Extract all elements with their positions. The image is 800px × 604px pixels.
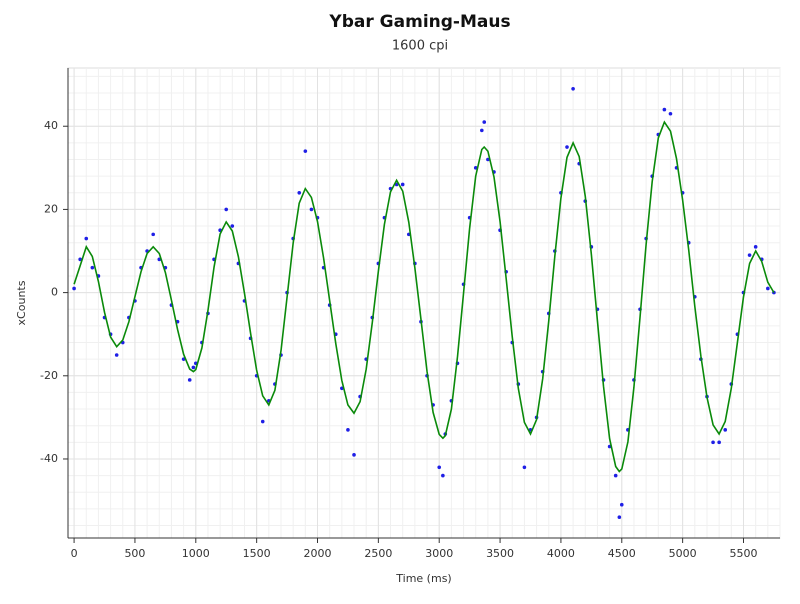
point xyxy=(766,286,770,291)
point xyxy=(72,286,76,291)
point xyxy=(482,120,487,124)
point xyxy=(437,465,442,470)
point xyxy=(90,265,95,270)
point xyxy=(151,232,155,237)
grid: 0 500 1000 1500 2000 2500 3000 3500 4000 4500 5000… xyxy=(40,67,781,560)
plot-area xyxy=(67,67,781,539)
chart-title: Ybar Gaming-Maus xyxy=(328,12,510,32)
point xyxy=(309,207,314,212)
point xyxy=(522,465,527,470)
point xyxy=(711,440,715,445)
point xyxy=(619,502,624,507)
point xyxy=(260,419,265,424)
point xyxy=(480,128,484,133)
y-tick-label: -40 xyxy=(40,452,58,465)
point xyxy=(187,378,192,382)
x-tick-label: 3000 xyxy=(425,547,453,560)
x-tick-label: 1000 xyxy=(182,547,210,560)
x-tick-label: 3500 xyxy=(486,547,514,560)
point xyxy=(486,157,490,162)
point xyxy=(723,428,728,432)
y-tick-label: -20 xyxy=(40,369,58,382)
y-tick-label: 20 xyxy=(44,202,58,215)
point xyxy=(224,207,229,212)
point xyxy=(78,257,82,262)
point xyxy=(662,107,667,112)
point xyxy=(84,236,89,241)
point xyxy=(668,111,673,116)
point xyxy=(230,224,235,228)
y-tick-label: 0 xyxy=(51,286,58,299)
point xyxy=(297,190,302,195)
x-tick-label: 1500 xyxy=(243,547,271,560)
x-tick-label: 4000 xyxy=(547,547,575,560)
point xyxy=(352,453,356,457)
line xyxy=(73,120,775,473)
point xyxy=(613,473,618,478)
x-tick-label: 5000 xyxy=(669,547,697,560)
x-tick-label: 4500 xyxy=(608,547,636,560)
x-axis-label: Time (ms) xyxy=(395,572,451,585)
x-tick-label: 0 xyxy=(71,547,78,560)
point xyxy=(747,253,752,257)
chart-subtitle: 1600 cpi xyxy=(392,39,448,54)
y-tick-label: 40 xyxy=(44,119,58,132)
x-tick-label: 5500 xyxy=(729,547,757,560)
point xyxy=(565,145,569,149)
point xyxy=(303,149,308,153)
plot xyxy=(72,86,776,520)
point xyxy=(717,440,721,445)
point xyxy=(441,473,445,478)
point xyxy=(753,245,758,249)
point xyxy=(191,365,196,370)
point xyxy=(571,86,575,91)
point xyxy=(114,353,119,357)
point xyxy=(617,515,622,520)
y-axis-label: xCounts xyxy=(15,280,28,325)
x-tick-label: 2500 xyxy=(364,547,392,560)
x-tick-label: 500 xyxy=(124,547,145,560)
x-tick-label: 2000 xyxy=(304,547,332,560)
point xyxy=(346,428,350,432)
point xyxy=(400,182,405,187)
